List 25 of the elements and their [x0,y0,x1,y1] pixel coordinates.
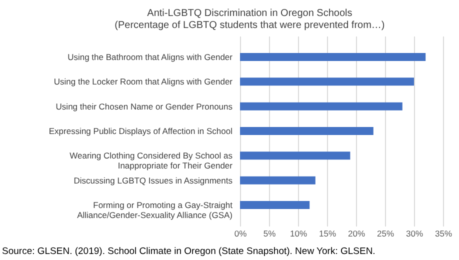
x-tick-label: 0% [234,228,248,238]
y-tick-label: Discussing LGBTQ Issues in Assignments [74,175,232,186]
x-tick-label: 15% [318,228,336,238]
y-tick-label: Using their Chosen Name or Gender Pronouns [56,101,232,112]
bar [240,52,426,61]
y-tick-label: Using the Locker Room that Aligns with Gender [54,76,233,87]
bar [240,201,310,210]
chart-title: Anti-LGBTQ Discrimination in Oregon Schools [147,8,352,19]
bar [240,176,316,184]
y-tick-label: Expressing Public Displays of Affection in School [48,126,233,136]
x-tick-label: 20% [348,228,366,238]
source-note: Source: GLSEN. (2019). School Climate in Oregon (State Snapshot). New York: GLSEN. [2,246,376,257]
x-tick-label: 25% [376,228,394,238]
bar [240,127,374,135]
y-tick-label: Forming or Promoting a Gay-Straight Alliance/Gender-Sexuality Alliance (GSA) [77,200,234,220]
y-tick-label: Wearing Clothing Considered By School as Inappropriate for Their Gender [70,150,233,171]
bar [240,102,402,110]
x-tick-label: 35% [434,228,452,238]
x-tick-label: 10% [290,228,308,238]
chart-subtitle: (Percentage of LGBTQ students that were prevented from…) [114,20,385,31]
y-tick-label: Using the Bathroom that Aligns with Gender [68,52,233,62]
bar [240,78,414,86]
x-tick-label: 5% [263,228,276,238]
x-tick-label: 30% [406,228,424,238]
bar [240,152,350,160]
